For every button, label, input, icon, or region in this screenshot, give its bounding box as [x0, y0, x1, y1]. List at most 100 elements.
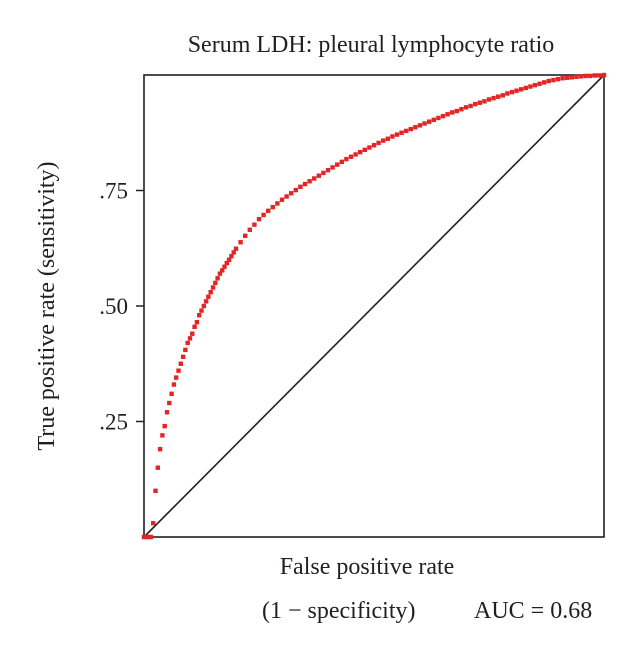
roc-point	[243, 233, 248, 238]
roc-point	[583, 73, 588, 79]
roc-point	[312, 176, 317, 181]
roc-point	[238, 240, 243, 245]
roc-point	[270, 204, 275, 210]
chart-title: Serum LDH: pleural lymphocyte ratio	[188, 32, 555, 58]
roc-point	[560, 76, 565, 81]
roc-point	[367, 145, 372, 150]
roc-point	[565, 75, 570, 80]
roc-point	[148, 534, 154, 540]
roc-point	[289, 191, 294, 196]
roc-point	[601, 72, 607, 78]
roc-point	[555, 76, 561, 82]
x-axis-note: (1 − specificity)	[262, 598, 415, 624]
roc-point	[330, 165, 335, 170]
roc-point	[162, 423, 167, 429]
roc-point	[537, 81, 542, 86]
roc-point	[144, 534, 149, 540]
roc-point	[298, 184, 303, 190]
roc-point	[192, 324, 197, 329]
roc-point	[153, 488, 158, 493]
y-tick-label: .25	[99, 410, 128, 435]
roc-point	[463, 105, 469, 110]
roc-point	[454, 108, 459, 114]
y-tick-label: .50	[99, 294, 128, 319]
roc-point	[261, 212, 266, 218]
roc-point	[523, 85, 528, 91]
roc-point	[477, 100, 482, 105]
roc-point	[597, 73, 602, 78]
roc-point	[390, 134, 395, 139]
roc-point	[404, 128, 409, 134]
roc-point	[293, 187, 298, 193]
roc-point	[546, 78, 551, 84]
roc-point	[178, 361, 183, 366]
roc-point	[528, 84, 533, 89]
roc-point	[157, 447, 163, 452]
roc-point	[208, 289, 213, 295]
roc-point	[203, 299, 209, 304]
roc-point	[491, 95, 496, 101]
roc-point	[505, 91, 510, 96]
roc-point	[233, 246, 239, 251]
y-axis-label: True positive rate (sensitivity)	[34, 161, 60, 450]
roc-point	[217, 271, 223, 276]
roc-point	[371, 143, 377, 148]
y-tick-label: .75	[99, 179, 128, 204]
roc-point	[183, 347, 188, 353]
roc-point	[574, 74, 579, 80]
roc-point	[321, 170, 326, 176]
roc-point	[431, 117, 436, 123]
roc-point	[307, 179, 312, 184]
roc-point	[213, 280, 218, 286]
reference-diagonal-line	[143, 74, 605, 538]
roc-point	[194, 319, 200, 325]
roc-point	[220, 268, 225, 273]
roc-point	[353, 152, 358, 157]
roc-point	[592, 73, 597, 78]
roc-point	[339, 159, 344, 165]
roc-point	[399, 130, 404, 135]
roc-point	[187, 336, 193, 341]
roc-point	[542, 80, 547, 85]
roc-point	[146, 534, 151, 540]
roc-point	[279, 197, 285, 202]
y-axis-ticks: .25 .50 .75	[99, 179, 144, 435]
roc-point	[436, 115, 441, 121]
roc-point	[509, 89, 515, 95]
roc-point	[362, 147, 367, 153]
roc-point	[394, 132, 400, 137]
roc-point	[210, 285, 216, 290]
roc-points	[141, 72, 607, 540]
roc-point	[231, 250, 236, 255]
roc-point	[176, 368, 181, 373]
roc-point	[174, 375, 179, 380]
roc-point	[169, 391, 174, 396]
roc-point	[199, 308, 204, 313]
roc-point	[482, 99, 487, 104]
roc-point	[440, 113, 446, 119]
roc-point	[348, 154, 354, 159]
roc-point	[275, 201, 280, 206]
roc-point	[344, 156, 349, 162]
roc-point	[450, 110, 455, 115]
roc-point	[185, 340, 190, 346]
roc-point	[422, 121, 427, 126]
roc-point	[376, 140, 381, 146]
roc-point	[252, 222, 257, 227]
roc-point	[468, 103, 473, 109]
roc-point	[532, 82, 538, 88]
roc-point	[171, 382, 177, 387]
roc-point	[514, 88, 519, 93]
roc-point	[445, 112, 450, 117]
roc-point	[385, 136, 390, 141]
roc-point	[151, 520, 156, 526]
roc-point	[569, 75, 574, 80]
roc-point	[256, 216, 262, 222]
roc-point	[229, 253, 234, 259]
roc-point	[215, 276, 220, 281]
roc-point	[247, 227, 252, 232]
roc-point	[201, 303, 206, 309]
roc-point	[417, 123, 423, 128]
roc-point	[284, 194, 289, 199]
